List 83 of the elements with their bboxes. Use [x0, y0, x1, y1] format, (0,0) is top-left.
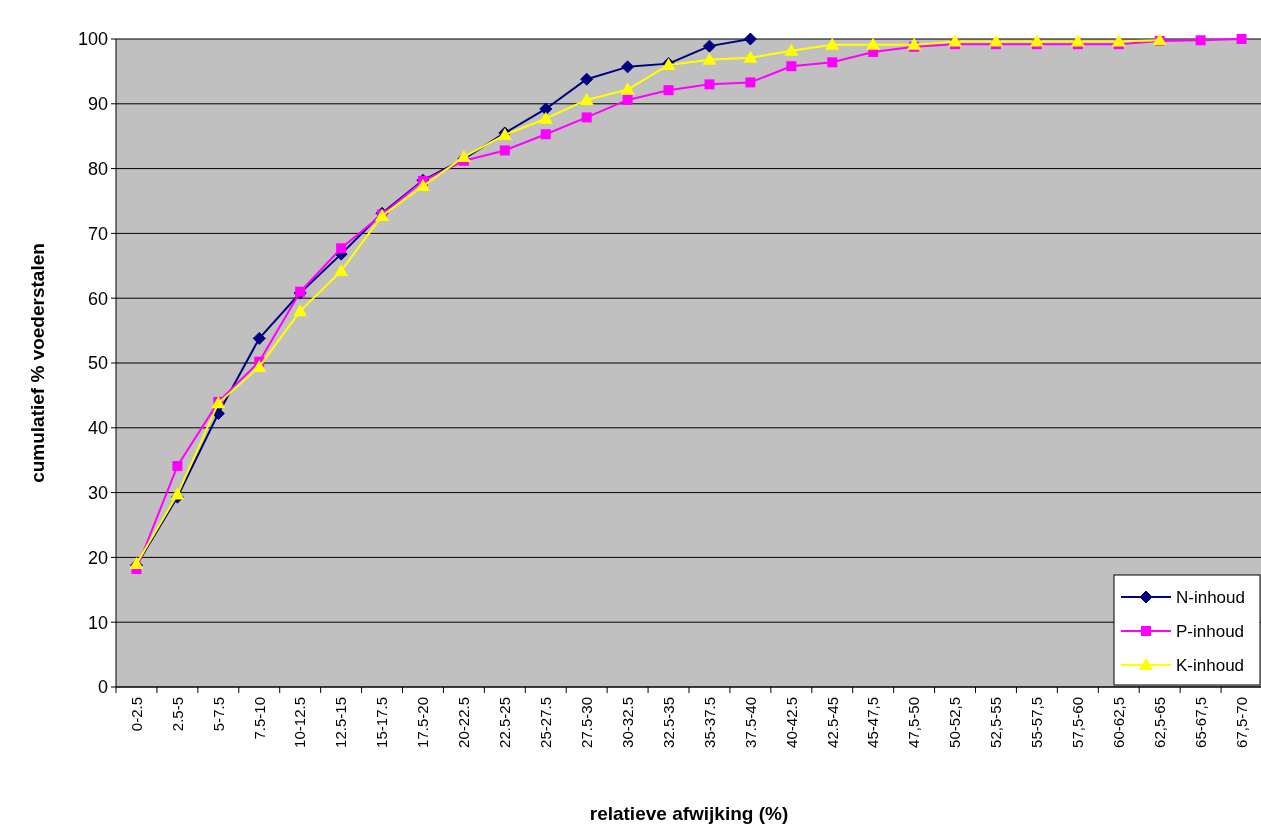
point — [334, 263, 349, 276]
point — [621, 60, 635, 74]
y-tick-label: 60 — [87, 288, 108, 309]
point — [293, 304, 308, 317]
x-tick-label: 10-12.5 — [291, 697, 309, 748]
point — [580, 72, 594, 86]
x-axis-title: relatieve afwijking (%) — [589, 803, 789, 824]
point — [743, 32, 757, 46]
x-tick-label: 57,5-60 — [1069, 697, 1087, 748]
y-tick-label: 100 — [77, 29, 108, 50]
legend-label: K-inhoud — [1176, 655, 1245, 675]
point — [622, 94, 633, 105]
x-tick-label: 35-37.5 — [700, 697, 718, 748]
y-tick-label: 40 — [87, 418, 108, 439]
x-tick-label: 12.5-15 — [332, 697, 350, 748]
x-tick-label: 42.5-45 — [823, 697, 841, 748]
point — [499, 145, 510, 156]
legend-label: N-inhoud — [1176, 587, 1245, 607]
y-tick-label: 10 — [87, 612, 108, 633]
point — [1195, 35, 1206, 46]
y-tick-label: 50 — [87, 353, 108, 374]
y-axis-title: cumulatief % voederstalen — [27, 243, 48, 483]
point — [702, 39, 716, 53]
x-tick-label: 17.5-20 — [414, 697, 432, 748]
x-tick-label: 15-17.5 — [373, 697, 391, 748]
point — [702, 52, 717, 65]
x-tick-label: 67,5-70 — [1232, 697, 1250, 748]
point — [907, 37, 922, 50]
point — [948, 34, 963, 47]
point — [538, 111, 553, 124]
x-tick-label: 65-67,5 — [1191, 697, 1209, 748]
y-tick-label: 30 — [87, 482, 108, 503]
point — [745, 77, 756, 88]
legend-label: P-inhoud — [1176, 621, 1245, 641]
x-tick-label: 60-62,5 — [1110, 697, 1127, 748]
x-tick-label: 22.5-25 — [496, 697, 514, 748]
point — [170, 487, 185, 500]
x-tick-label: 55-57,5 — [1028, 697, 1046, 748]
x-tick-label: 50-52,5 — [946, 697, 964, 748]
x-tick-label: 0-2.5 — [127, 697, 145, 732]
point — [827, 57, 838, 68]
point — [743, 50, 758, 63]
point — [581, 112, 592, 123]
point — [1029, 34, 1044, 47]
x-tick-label: 27.5-30 — [577, 697, 595, 748]
point — [1111, 34, 1126, 47]
point — [579, 92, 594, 105]
x-tick-label: 30-32.5 — [618, 697, 636, 748]
y-tick-label: 0 — [97, 677, 108, 698]
point — [336, 243, 347, 254]
x-tick-label: 20-22.5 — [455, 697, 473, 748]
x-tick-label: 40-42.5 — [782, 697, 800, 748]
point — [988, 34, 1003, 47]
point — [456, 149, 471, 162]
y-tick-label: 90 — [87, 94, 108, 115]
point — [1070, 34, 1085, 47]
x-tick-label: 62,5-65 — [1150, 697, 1168, 748]
x-tick-label: 45-47,5 — [864, 697, 882, 748]
x-tick-label: 7.5-10 — [250, 697, 268, 740]
point — [1236, 34, 1247, 44]
point — [866, 37, 881, 50]
point — [663, 85, 674, 96]
point — [825, 37, 840, 50]
point — [539, 102, 553, 116]
x-tick-label: 5-7.5 — [209, 697, 227, 732]
point — [540, 129, 551, 140]
point — [786, 61, 797, 72]
y-tick-label: 80 — [87, 158, 108, 179]
point — [415, 179, 430, 192]
x-tick-label: 37.5-40 — [741, 697, 759, 748]
y-tick-label: 20 — [87, 547, 108, 568]
x-tick-label: 2.5-5 — [168, 697, 186, 732]
x-tick-label: 47,5-50 — [905, 697, 923, 748]
y-tick-label: 70 — [87, 223, 108, 244]
point — [172, 461, 183, 472]
x-tick-label: 52,5-55 — [987, 697, 1005, 748]
point — [252, 331, 266, 345]
point — [252, 359, 267, 372]
x-tick-label: 25-27.5 — [537, 697, 554, 748]
point — [620, 82, 635, 95]
point — [704, 79, 715, 90]
point — [784, 43, 799, 56]
x-tick-label: 32.5-35 — [659, 697, 677, 748]
